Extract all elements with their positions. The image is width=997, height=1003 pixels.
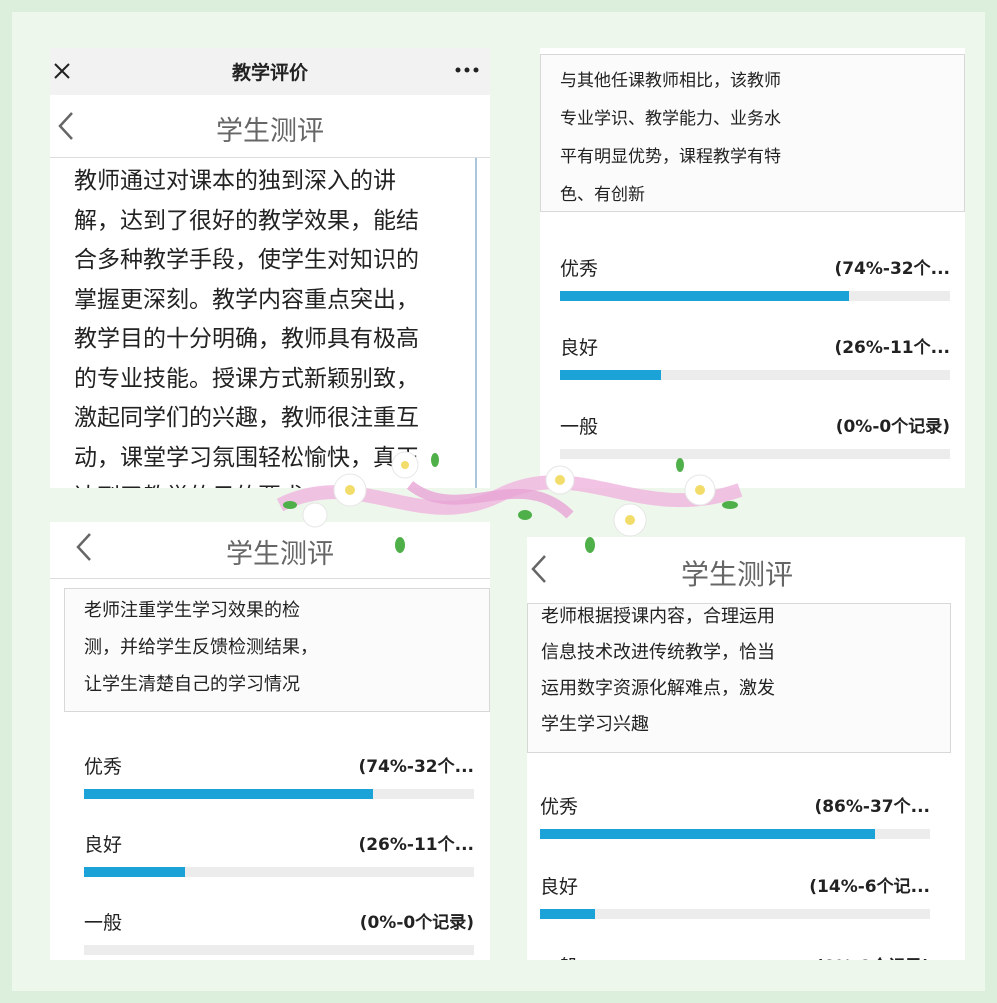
option-label: 一般: [540, 952, 578, 960]
panel: 学生测评 老师注重学生学习效果的检测，并给学生反馈检测结果，让学生清楚自己的学习…: [50, 522, 490, 960]
percent-bar: [540, 909, 595, 919]
flower-decoration: [260, 445, 760, 565]
option-label: 良好: [540, 872, 578, 899]
body-text: 解，达到了很好的教学效果，能结: [74, 202, 419, 242]
option-result: (86%-37个...: [730, 792, 930, 817]
bar-track: [560, 370, 950, 380]
screen: 教学评价 学生测评 教师通过对课本的独到深入的讲解，达到了很好的教学效果，能结合…: [0, 0, 997, 1003]
option-result: (74%-32个...: [274, 752, 474, 777]
option-label: 良好: [84, 830, 122, 857]
question-text: 信息技术改进传统教学，恰当: [541, 635, 775, 671]
bar-track: [84, 789, 474, 799]
bar-track: [84, 945, 474, 955]
question-text: 色、有创新: [560, 176, 645, 214]
percent-bar: [540, 829, 875, 839]
question-text: 老师注重学生学习效果的检: [84, 592, 300, 629]
body-text: 激起同学们的兴趣，教师很注重互: [74, 399, 419, 439]
nav-title: 教学评价: [50, 58, 490, 85]
bar-track: [540, 909, 930, 919]
body-text: 的专业技能。授课方式新颖别致，: [74, 360, 419, 400]
bar-track: [560, 291, 950, 301]
panel: 与其他任课教师相比，该教师专业学识、教学能力、业务水平有明显优势，课程教学有特色…: [540, 48, 965, 488]
question-text: 平有明显优势，课程教学有特: [560, 138, 781, 176]
option-label: 一般: [560, 412, 598, 439]
header-title: 学生测评: [50, 109, 490, 148]
percent-bar: [560, 291, 849, 301]
question-text: 运用数字资源化解难点，激发: [541, 671, 775, 707]
body-text: 合多种教学手段，使学生对知识的: [74, 241, 419, 281]
body-text: 教师通过对课本的独到深入的讲: [74, 162, 396, 202]
option-label: 优秀: [560, 254, 598, 281]
option-result: (26%-11个...: [274, 830, 474, 855]
percent-bar: [84, 867, 185, 877]
option-result: (26%-11个...: [750, 333, 950, 358]
percent-bar: [84, 789, 373, 799]
panel: 教学评价 学生测评 教师通过对课本的独到深入的讲解，达到了很好的教学效果，能结合…: [50, 48, 490, 488]
percent-bar: [560, 370, 661, 380]
question-text: 学生学习兴趣: [541, 707, 649, 743]
bar-track: [84, 867, 474, 877]
body-text: 教学目的十分明确，教师具有极高: [74, 320, 419, 360]
option-result: (0%-0个记录): [274, 908, 474, 933]
option-label: 良好: [560, 333, 598, 360]
question-text: 测，并给学生反馈检测结果，: [84, 629, 318, 666]
option-result: (14%-6个记...: [730, 872, 930, 897]
question-text: 老师根据授课内容，合理运用: [541, 599, 775, 635]
question-text: 让学生清楚自己的学习情况: [84, 666, 300, 703]
option-result: (0%-0个记录): [730, 952, 930, 960]
panel: 学生测评 老师根据授课内容，合理运用信息技术改进传统教学，恰当运用数字资源化解难…: [527, 537, 965, 960]
option-label: 优秀: [84, 752, 122, 779]
bar-track: [540, 829, 930, 839]
option-label: 一般: [84, 908, 122, 935]
option-result: (74%-32个...: [750, 254, 950, 279]
question-text: 与其他任课教师相比，该教师: [560, 62, 781, 100]
header: 学生测评: [50, 95, 490, 158]
scrollbar: [475, 158, 477, 488]
nav-bar: 教学评价: [50, 48, 490, 95]
question-text: 专业学识、教学能力、业务水: [560, 100, 781, 138]
body-text: 掌握更深刻。教学内容重点突出，: [74, 281, 419, 321]
more-icon[interactable]: [454, 66, 482, 74]
option-result: (0%-0个记录): [750, 412, 950, 437]
option-label: 优秀: [540, 792, 578, 819]
